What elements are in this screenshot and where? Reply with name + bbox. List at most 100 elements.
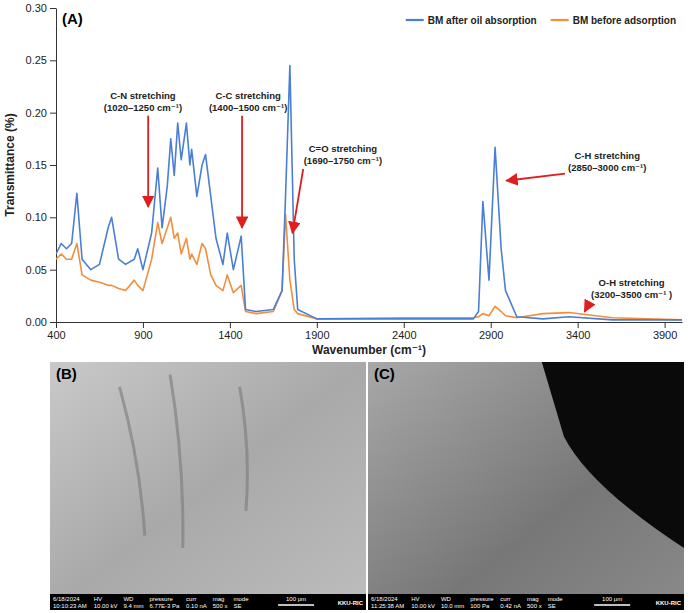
info-lab: KKU-RIC [338, 600, 364, 606]
x-axis: 400 900 1400 1900 2400 2900 3400 3900 [47, 322, 682, 341]
annotation-arrow [147, 116, 149, 207]
annotation-arrow [506, 174, 565, 181]
x-axis-title: Wavenumber (cm⁻¹) [312, 343, 426, 357]
y-tick: 0.10 [26, 211, 56, 223]
x-tick: 3900 [653, 322, 677, 341]
y-tick-mark [50, 322, 56, 323]
y-tick: 0.00 [26, 316, 56, 328]
y-tick-label: 0.05 [26, 264, 47, 276]
info-field-value: 10.00 kV [94, 603, 118, 609]
legend-label: BM after oil absorption [428, 15, 537, 26]
info-field-value: 10.00 kV [411, 603, 435, 609]
y-tick-label: 0.10 [26, 211, 47, 223]
sem-panel: (C)6/18/202411:25:38 AMHV10.00 kVWD10.0 … [368, 362, 684, 610]
info-text: 11:25:38 AM [371, 603, 404, 609]
y-tick: 0.30 [26, 2, 56, 14]
info-scale-label: 100 μm [602, 596, 622, 602]
info-field-value: 500 x [213, 603, 228, 609]
sem-texture [120, 387, 145, 536]
x-tick: 2400 [392, 322, 416, 341]
panel-label: (B) [56, 365, 77, 382]
sem-texture [542, 362, 684, 548]
x-tick-label: 400 [47, 329, 65, 341]
info-field-name: curr [500, 596, 510, 602]
x-tick-mark [665, 322, 666, 328]
legend-label: BM before adsorption [573, 15, 676, 26]
annotation-text: (2850–3000 cm⁻¹) [568, 162, 646, 173]
info-field-name: mode [233, 596, 249, 602]
info-field-name: HV [411, 596, 419, 602]
info-field-value: 0.10 nA [186, 603, 207, 609]
info-field-value: 100 Pa [470, 603, 490, 609]
x-tick: 900 [134, 322, 152, 341]
y-tick-mark [50, 60, 56, 61]
y-axis-title: Transmittance (%) [3, 113, 17, 216]
info-field-name: mode [548, 596, 564, 602]
x-tick-label: 1900 [305, 329, 329, 341]
info-scale-bar [278, 604, 314, 606]
x-tick-label: 900 [134, 329, 152, 341]
sem-image [368, 362, 684, 610]
info-text: 6/18/2024 [53, 596, 80, 602]
x-tick-mark [56, 322, 57, 328]
x-tick-label: 1400 [218, 329, 242, 341]
info-field-value: SE [233, 603, 241, 609]
annotation-text: C-N stretching [110, 90, 176, 101]
y-axis-line [56, 9, 57, 323]
x-tick: 400 [47, 322, 65, 341]
legend-swatch [406, 19, 424, 21]
y-tick: 0.20 [26, 107, 56, 119]
y-tick-mark [50, 165, 56, 166]
annotation-text: (1020–1250 cm⁻¹) [104, 102, 182, 113]
plot-area [56, 66, 682, 320]
x-axis-line [57, 322, 683, 323]
x-tick-mark [491, 322, 492, 328]
figure: 4009001400190024002900340039000.000.050.… [0, 0, 692, 613]
x-tick: 3400 [566, 322, 590, 341]
y-axis: 0.00 0.05 0.10 0.15 0.20 0.25 0.30 [26, 2, 57, 328]
annotation-arrow [292, 169, 303, 233]
info-bar [50, 594, 366, 610]
legend-item: BM before adsorption [551, 15, 676, 26]
info-field-value: 9.4 mm [123, 603, 143, 609]
x-tick: 2900 [479, 322, 503, 341]
annotation: C-C stretching(1400–1500 cm⁻¹) [209, 90, 287, 228]
x-tick-label: 2400 [392, 329, 416, 341]
info-field-name: curr [186, 596, 196, 602]
x-tick-mark [230, 322, 231, 328]
annotation-text: O-H stretching [599, 277, 665, 288]
info-field-value: 10.0 mm [441, 603, 464, 609]
info-field-value: 0.42 nA [500, 603, 521, 609]
y-tick: 0.15 [26, 159, 56, 171]
x-tick: 1900 [305, 322, 329, 341]
y-tick: 0.25 [26, 54, 56, 66]
legend: BM after oil absorption BM before adsorpt… [406, 15, 676, 26]
info-scale-bar [594, 604, 630, 606]
info-field-name: pressure [470, 596, 494, 602]
y-tick-mark [50, 113, 56, 114]
info-field-value: 500 x [527, 603, 542, 609]
annotation-arrow [241, 116, 243, 228]
info-field-name: mag [213, 596, 225, 602]
annotation-text: C-H stretching [575, 150, 641, 161]
annotation-arrow [585, 303, 590, 312]
panel-label: (A) [62, 10, 83, 27]
y-tick-label: 0.15 [26, 159, 47, 171]
y-tick-mark [50, 270, 56, 271]
y-tick-label: 0.30 [26, 2, 47, 14]
sem-image [50, 362, 366, 610]
x-tick-label: 2900 [479, 329, 503, 341]
sem-texture [240, 387, 248, 511]
annotation: C=O stretching(1690–1750 cm⁻¹) [292, 143, 382, 233]
annotation: C-H stretching(2850–3000 cm⁻¹) [506, 150, 646, 180]
info-field-name: HV [94, 596, 102, 602]
series-line [56, 214, 682, 320]
y-tick-label: 0.00 [26, 316, 47, 328]
annotation-text: C-C stretching [215, 90, 281, 101]
info-field-value: SE [548, 603, 556, 609]
x-tick-mark [143, 322, 144, 328]
annotation-text: (3200–3500 cm⁻¹ ) [591, 289, 672, 300]
info-lab: KKU-RIC [656, 600, 682, 606]
x-tick-mark [404, 322, 405, 328]
chart-a: 4009001400190024002900340039000.000.050.… [3, 2, 683, 357]
